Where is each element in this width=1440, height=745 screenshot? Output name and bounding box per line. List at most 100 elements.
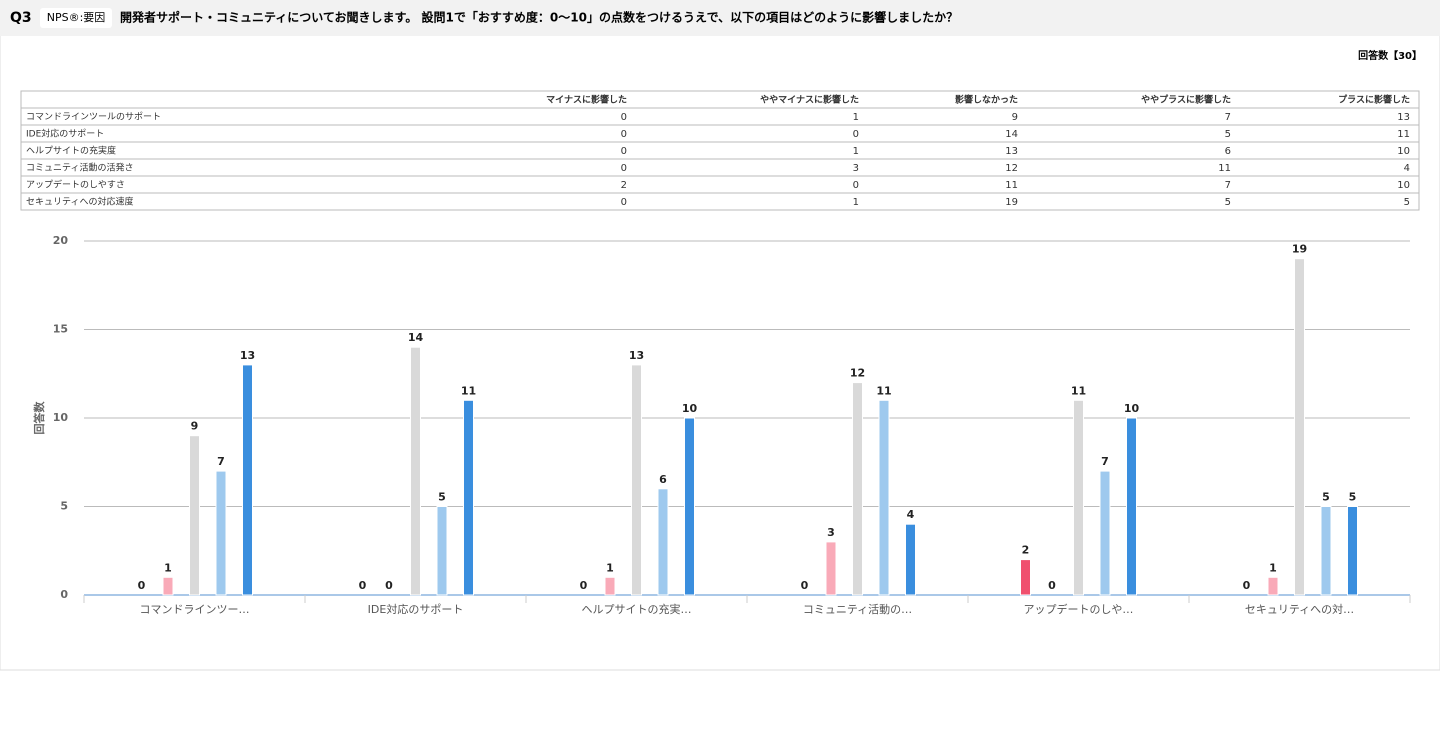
column-header: 影響しなかった: [955, 94, 1018, 106]
data-label: 0: [580, 579, 588, 592]
data-label: 3: [827, 526, 835, 539]
data-label: 6: [659, 473, 667, 486]
bar: [410, 346, 421, 596]
cell: 13: [1397, 112, 1410, 123]
x-tick-label: ヘルプサイトの充実…: [582, 602, 692, 616]
badge: NPS®:要因: [47, 11, 106, 24]
cell: 4: [1404, 163, 1410, 174]
x-tick-label: セキュリティへの対…: [1245, 602, 1354, 616]
bar: [1267, 576, 1279, 596]
x-tick-label: コミュニティ活動の…: [803, 602, 912, 616]
bar: [1020, 559, 1031, 596]
cell: 19: [1005, 197, 1018, 208]
column-header: マイナスに影響した: [546, 94, 627, 106]
question-title: 開発者サポート・コミュニティについてお聞きします。 設問1で「おすすめ度：0〜1…: [120, 10, 958, 25]
data-label: 0: [359, 579, 367, 592]
cell: 0: [621, 146, 627, 157]
bar: [905, 523, 916, 596]
table-frame: [20, 90, 1420, 211]
y-tick-label: 0: [60, 588, 68, 601]
data-label: 11: [876, 384, 891, 397]
cell: 0: [621, 112, 627, 123]
bar: [242, 364, 253, 596]
y-tick-label: 20: [53, 234, 69, 247]
data-label: 10: [682, 402, 698, 415]
data-label: 5: [1349, 491, 1357, 504]
cell: 1: [853, 197, 859, 208]
data-label: 14: [408, 331, 424, 344]
x-tick-label: コマンドラインツー…: [140, 603, 250, 616]
bar: [825, 541, 837, 596]
cell: 5: [1404, 197, 1410, 208]
bar: [1347, 506, 1358, 596]
cell: 6: [1225, 146, 1231, 157]
question-number: Q3: [10, 10, 32, 26]
data-label: 5: [1322, 491, 1330, 504]
cell: 11: [1005, 180, 1018, 191]
data-label: 0: [801, 579, 809, 592]
data-label: 7: [1101, 455, 1109, 468]
bar: [463, 399, 474, 596]
cell: 3: [853, 163, 859, 174]
x-tick-label: アップデートのしや…: [1024, 602, 1134, 616]
x-tick-label: IDE対応のサポート: [368, 602, 464, 616]
cell: 0: [621, 129, 627, 140]
bar: [1073, 399, 1084, 596]
cell: 13: [1005, 146, 1018, 157]
cell: 12: [1005, 163, 1018, 174]
cell: 7: [1225, 112, 1231, 123]
data-label: 0: [1048, 579, 1056, 592]
column-header: プラスに影響した: [1338, 94, 1410, 106]
cell: 0: [853, 129, 859, 140]
row-label: アップデートのしやすさ: [26, 179, 125, 191]
data-label: 13: [240, 349, 255, 362]
bar: [604, 576, 616, 596]
data-label: 13: [629, 349, 644, 362]
y-tick-label: 5: [60, 500, 68, 513]
bar: [1099, 470, 1111, 596]
cell: 11: [1218, 163, 1231, 174]
row-label: セキュリティへの対応速度: [26, 196, 133, 208]
bar: [162, 576, 174, 596]
badge-bg: [40, 8, 112, 28]
column-header: ややプラスに影響した: [1141, 94, 1231, 106]
cell: 9: [1012, 112, 1018, 123]
cell: 0: [853, 180, 859, 191]
bar: [878, 399, 890, 596]
cell: 14: [1005, 129, 1018, 140]
bar: [684, 417, 695, 596]
data-label: 2: [1022, 544, 1030, 557]
data-label: 7: [217, 455, 225, 468]
cell: 1: [853, 112, 859, 123]
data-label: 5: [438, 491, 446, 504]
bar: [215, 470, 227, 596]
data-label: 4: [907, 508, 915, 521]
data-label: 1: [1269, 561, 1277, 574]
y-axis-label: 回答数: [32, 401, 46, 435]
bar: [1294, 258, 1305, 596]
row-label: コマンドラインツールのサポート: [26, 112, 161, 123]
bar: [852, 382, 863, 596]
bar: [657, 488, 669, 596]
row-label: コミュニティ活動の活発さ: [26, 162, 133, 174]
y-tick-label: 10: [53, 411, 69, 424]
cell: 1: [853, 146, 859, 157]
cell: 2: [621, 180, 627, 191]
data-label: 11: [1071, 384, 1086, 397]
bar: [1126, 417, 1137, 596]
cell: 11: [1397, 129, 1410, 140]
data-label: 9: [191, 420, 199, 433]
data-label: 19: [1292, 243, 1307, 256]
row-label: IDE対応のサポート: [26, 128, 104, 140]
data-label: 10: [1124, 402, 1140, 415]
data-label: 0: [385, 579, 393, 592]
cell: 7: [1225, 180, 1231, 191]
data-label: 12: [850, 367, 865, 380]
column-header: ややマイナスに影響した: [760, 94, 859, 106]
data-label: 1: [606, 561, 614, 574]
bar: [1320, 506, 1332, 596]
data-label: 0: [1243, 579, 1251, 592]
bar: [436, 506, 448, 596]
